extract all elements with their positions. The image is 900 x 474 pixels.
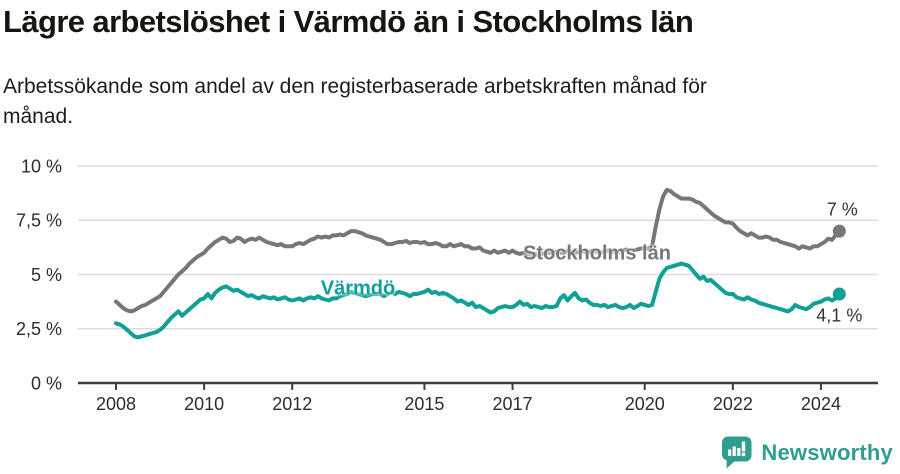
y-tick-label: 5 % bbox=[31, 265, 62, 285]
y-tick-label: 0 % bbox=[31, 373, 62, 393]
x-tick-label: 2022 bbox=[713, 394, 753, 414]
series-line bbox=[114, 261, 842, 340]
x-tick-label: 2010 bbox=[184, 394, 224, 414]
x-tick-label: 2024 bbox=[801, 394, 841, 414]
chart-subtitle: Arbetssökande som andel av den registerb… bbox=[3, 75, 707, 129]
newsworthy-branding: Newsworthy bbox=[721, 436, 893, 469]
page-title: Lägre arbetslöshet i Värmdö än i Stockho… bbox=[3, 4, 694, 39]
newsworthy-bars-icon bbox=[722, 436, 752, 469]
series-inline-label: Värmdö bbox=[320, 277, 396, 300]
y-tick-label: 10 % bbox=[21, 156, 62, 176]
x-tick-label: 2008 bbox=[96, 394, 136, 414]
x-tick-label: 2012 bbox=[272, 394, 312, 414]
end-value-annotation: 7 % bbox=[826, 199, 858, 220]
x-tick-label: 2015 bbox=[404, 394, 444, 414]
y-tick-label: 7,5 % bbox=[16, 211, 62, 231]
y-tick-label: 2,5 % bbox=[16, 319, 62, 339]
x-tick-label: 2017 bbox=[493, 394, 533, 414]
brand-name: Newsworthy bbox=[761, 439, 893, 465]
series-end-dot bbox=[832, 287, 846, 301]
series-end-dot bbox=[832, 224, 846, 238]
series-inline-label: Stockholms län bbox=[523, 242, 671, 265]
series-line bbox=[114, 187, 842, 314]
end-value-annotation: 4,1 % bbox=[816, 305, 863, 326]
x-tick-label: 2020 bbox=[625, 394, 665, 414]
